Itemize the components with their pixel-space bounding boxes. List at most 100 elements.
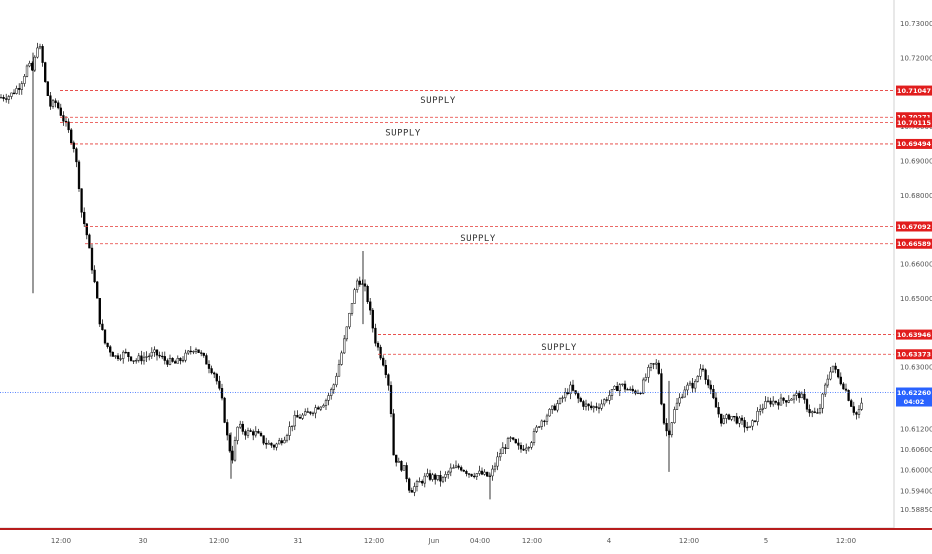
candle-body [348,313,351,328]
candle-body [202,352,205,356]
candle-body [764,401,767,409]
candle-body [691,382,694,389]
candle-body [135,360,138,362]
candle-body [626,389,629,391]
candle-body [317,407,320,410]
candle-body [740,417,744,421]
candle-body [522,448,525,451]
price-badge [896,329,932,340]
price-badge-label: 10.63946 [897,331,932,339]
candle-body [660,373,663,405]
price-badge-label: 10.63373 [897,351,931,359]
x-tick-label: 12:00 [209,537,229,545]
candle-body [215,373,218,382]
y-tick-label: 10.63000 [900,364,932,372]
current-price-label: 10.62260 [897,389,932,397]
candle-body [499,453,502,458]
candle-body [49,95,52,107]
candle-body [748,425,751,428]
candle-body [605,399,608,401]
candle-body [467,473,471,475]
candle-body [181,359,185,362]
candle-body [826,378,829,386]
x-tick-label: 31 [294,537,303,545]
candle-body [722,418,725,424]
candle-body [579,398,582,402]
candle-body [423,475,426,484]
candle-body [187,350,190,354]
candle-body [709,384,712,390]
candle-body [67,121,70,131]
candle-body [473,475,476,478]
candle-body [665,422,668,432]
zone-label: SUPPLY [385,129,421,139]
candle-body [83,211,86,225]
candle-body [527,447,530,449]
candle-body [38,46,42,49]
candle-body [400,461,403,471]
x-tick-label: 04:00 [470,537,490,545]
y-tick-label: 10.66000 [900,261,932,269]
candle-body [223,397,226,423]
price-badge [896,117,932,128]
candle-body [761,407,764,410]
candle-body [621,383,624,386]
candle-body [194,349,198,352]
candle-body [509,437,512,439]
candle-body [293,414,296,427]
candle-body [150,352,153,357]
candle-body [137,355,140,361]
candle-body [176,358,179,364]
y-tick-label: 10.58850 [900,506,932,514]
y-tick-label: 10.60600 [900,446,932,454]
zone-label: SUPPLY [460,234,496,244]
x-tick-label: 12:00 [364,537,384,545]
current-price-badge [896,387,932,407]
candle-body [304,411,307,416]
candle-body [769,400,772,405]
candle-body [517,442,520,446]
candle-body [384,364,387,375]
candle-body [106,342,109,347]
candle-body [267,442,270,445]
candle-body [634,390,637,394]
candle-body [395,454,398,463]
candle-body [712,388,715,399]
x-tick-label: 12:00 [679,537,699,545]
candle-body [278,440,281,445]
candle-body [233,440,237,461]
candle-body [426,473,429,477]
candle-body [532,431,536,443]
candle-body [600,403,603,409]
candle-body [280,440,283,444]
candle-body [800,393,803,399]
candle-body [80,188,83,213]
candle-body [288,426,291,436]
candle-body [644,377,647,381]
candle-body [28,62,31,67]
candle-body [283,439,286,444]
candle-body [418,481,421,483]
candle-body [850,400,853,407]
candle-body [512,437,515,440]
candle-body [772,400,775,405]
candle-body [725,414,728,419]
candle-body [88,234,91,249]
candle-body [655,362,658,365]
price-badge [896,112,932,123]
candle-body [551,405,554,410]
candle-body [714,397,718,408]
candle-body [98,298,101,325]
price-badge-label: 10.66589 [897,240,932,248]
candle-body [20,83,23,90]
y-tick-label: 10.60000 [900,467,932,475]
candle-body [387,374,390,386]
candle-body [540,420,543,427]
candle-body [18,88,21,90]
candle-body [343,338,346,354]
x-axis-ticks: 12:00 30 12:00 31 12:00 Jun 04:00 12:00 4 12:00 5 1… [51,537,856,545]
candle-body [818,407,822,414]
candle-body [166,360,169,365]
candle-body [662,403,666,424]
